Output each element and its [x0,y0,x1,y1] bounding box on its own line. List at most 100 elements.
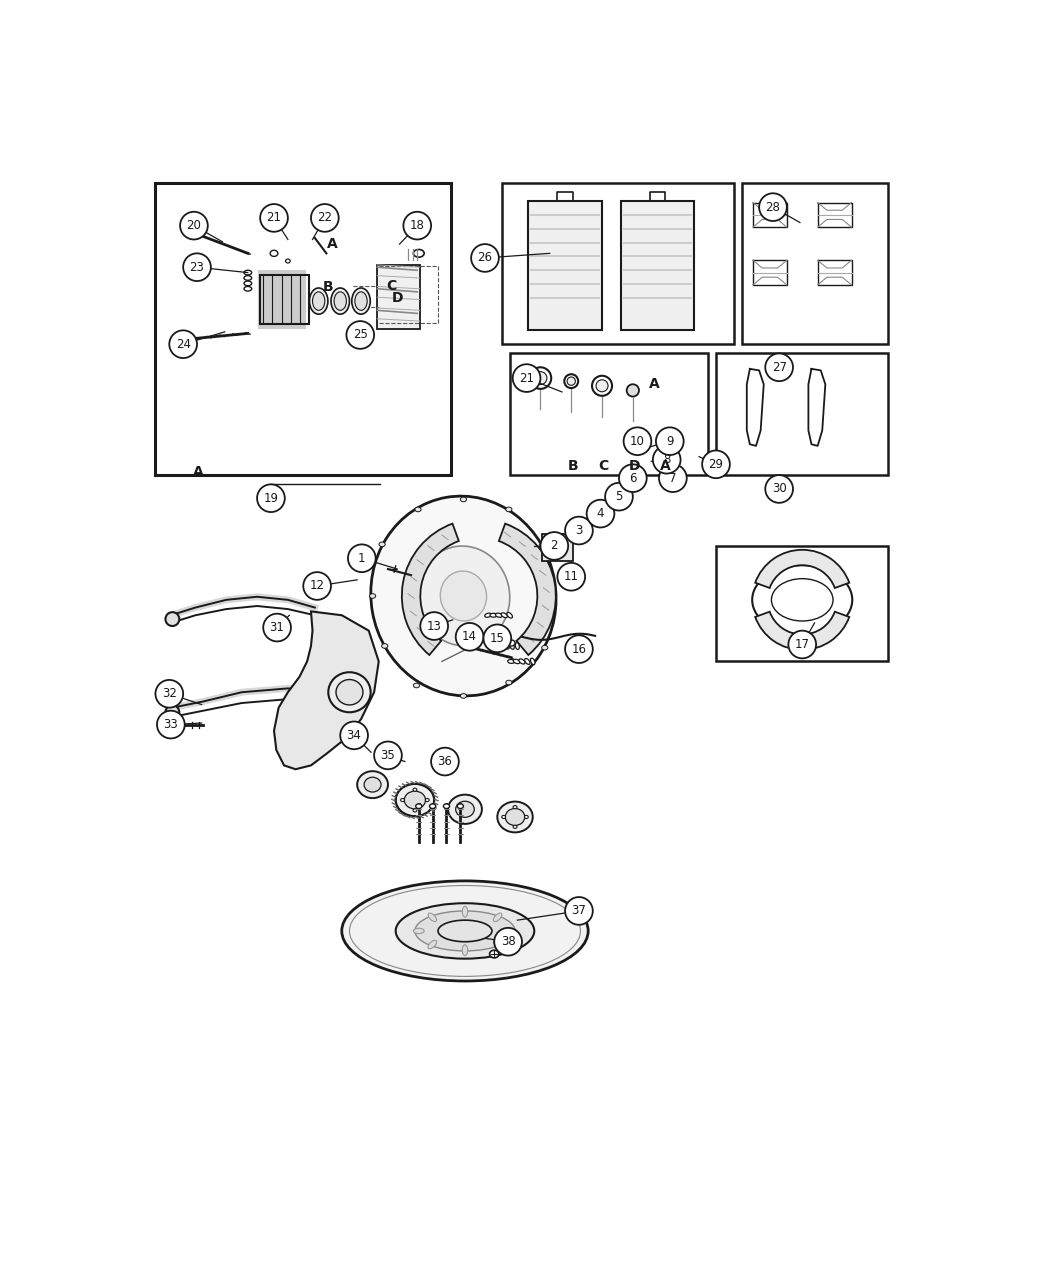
Ellipse shape [342,881,588,981]
Ellipse shape [244,271,252,275]
Ellipse shape [460,497,466,502]
Ellipse shape [448,794,482,824]
Ellipse shape [506,928,517,933]
Bar [377,264,420,328]
Ellipse shape [244,286,252,291]
Ellipse shape [416,805,422,808]
Ellipse shape [491,627,500,633]
Text: 9: 9 [666,434,673,448]
Ellipse shape [592,375,612,396]
Ellipse shape [539,544,545,548]
Circle shape [656,428,684,455]
Text: 37: 37 [571,904,586,917]
Text: 20: 20 [187,220,202,232]
Wedge shape [755,550,849,587]
Text: B: B [567,458,579,472]
Circle shape [565,517,593,544]
Circle shape [565,635,593,663]
Ellipse shape [567,377,575,386]
Circle shape [789,631,816,659]
Bar [716,547,888,661]
Ellipse shape [417,547,509,646]
Ellipse shape [489,950,499,958]
Ellipse shape [596,379,608,392]
Wedge shape [499,524,555,655]
Circle shape [587,499,614,527]
Ellipse shape [525,659,530,664]
Polygon shape [274,612,379,769]
Ellipse shape [413,788,417,792]
Text: 29: 29 [709,458,723,471]
Text: C: C [598,458,609,472]
Ellipse shape [494,940,502,949]
Text: 13: 13 [426,619,442,632]
Text: 2: 2 [550,539,558,553]
Circle shape [374,742,402,769]
Circle shape [541,533,568,559]
Circle shape [512,364,541,392]
Text: 25: 25 [353,328,367,341]
Ellipse shape [508,659,514,663]
Ellipse shape [371,495,556,696]
Ellipse shape [401,798,404,802]
Text: A: A [193,465,204,479]
Text: 35: 35 [380,748,396,762]
Wedge shape [755,612,849,650]
Circle shape [260,204,288,232]
Text: 19: 19 [264,492,278,504]
Ellipse shape [166,705,180,719]
Ellipse shape [425,798,429,802]
Text: 33: 33 [164,718,179,730]
Text: A: A [328,238,338,252]
Ellipse shape [364,778,381,792]
Ellipse shape [462,907,467,917]
Circle shape [420,612,448,640]
Ellipse shape [429,805,436,808]
Circle shape [169,331,197,358]
Ellipse shape [534,372,547,384]
Bar [260,275,310,324]
Text: B: B [322,280,333,294]
Circle shape [653,446,680,474]
Bar [621,200,694,331]
Circle shape [471,244,499,272]
Text: 18: 18 [410,220,424,232]
Ellipse shape [458,805,463,808]
Text: 5: 5 [615,490,623,503]
Ellipse shape [519,659,525,664]
Circle shape [432,747,459,775]
Bar [509,354,708,475]
Ellipse shape [438,921,491,941]
Text: 12: 12 [310,580,324,593]
Ellipse shape [506,507,512,512]
Text: 22: 22 [317,212,333,225]
Circle shape [624,428,651,455]
Text: A: A [659,458,671,472]
Ellipse shape [313,292,324,310]
Text: 8: 8 [663,453,670,466]
Ellipse shape [529,368,551,389]
Ellipse shape [530,658,536,665]
Ellipse shape [498,802,532,833]
Bar [502,183,735,345]
Text: 14: 14 [462,631,477,644]
Text: 34: 34 [346,729,361,742]
Circle shape [759,193,786,221]
Ellipse shape [460,693,466,699]
Circle shape [765,354,793,381]
Ellipse shape [513,806,517,808]
Text: 10: 10 [630,434,645,448]
Ellipse shape [415,911,516,951]
Ellipse shape [494,913,502,922]
Ellipse shape [329,672,371,713]
Ellipse shape [505,808,525,825]
Ellipse shape [440,571,486,621]
Ellipse shape [492,644,499,649]
Ellipse shape [414,249,424,257]
Text: 11: 11 [564,571,579,584]
Circle shape [702,451,730,478]
Ellipse shape [506,681,512,684]
Circle shape [155,679,183,707]
Ellipse shape [381,644,387,649]
Circle shape [558,563,585,590]
